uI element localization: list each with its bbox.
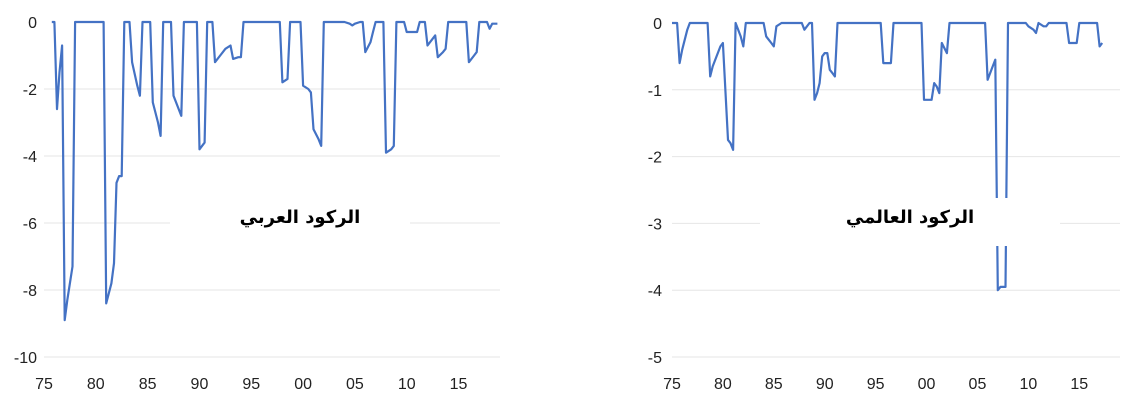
x-tick-label-90: 90 xyxy=(191,376,209,393)
chart-title: الركود العربي xyxy=(240,207,361,228)
x-tick-label-05: 05 xyxy=(969,376,987,393)
y-tick-label-5: -5 xyxy=(648,350,662,367)
x-tick-label-00: 00 xyxy=(918,376,936,393)
x-tick-label-90: 90 xyxy=(816,376,834,393)
x-tick-label-80: 80 xyxy=(714,376,732,393)
series-line-0 xyxy=(672,21,1104,292)
y-tick-label-4: -8 xyxy=(23,283,37,300)
y-tick-label-5: -10 xyxy=(14,350,37,367)
x-tick-label-10: 10 xyxy=(1019,376,1037,393)
arab-recession-chart: 0 -2 -4 -6 -8 -10 75 80 85 90 95 00 05 10 15 الركود الع… xyxy=(14,15,500,393)
global-recession-chart: 0 -1 -2 -3 -4 -575 80 85 90 95 00 05 10 15 الركود العا… xyxy=(648,16,1120,393)
chart-title: الركود العالمي xyxy=(846,207,974,228)
x-tick-label-95: 95 xyxy=(867,376,885,393)
x-tick-label-80: 80 xyxy=(87,376,105,393)
y-tick-label-4: -4 xyxy=(648,283,662,300)
y-tick-label-2: -4 xyxy=(23,149,37,166)
x-tick-label-75: 75 xyxy=(663,376,681,393)
y-tick-label-3: -6 xyxy=(23,216,37,233)
x-tick-label-10: 10 xyxy=(398,376,416,393)
chart-title-backing xyxy=(170,198,410,246)
y-tick-label-0: 0 xyxy=(28,15,37,32)
x-tick-label-00: 00 xyxy=(294,376,312,393)
y-tick-label-1: -1 xyxy=(648,83,662,100)
x-tick-label-85: 85 xyxy=(139,376,157,393)
x-tick-label-85: 85 xyxy=(765,376,783,393)
x-tick-label-15: 15 xyxy=(450,376,468,393)
y-tick-label-3: -3 xyxy=(648,216,662,233)
y-tick-label-2: -2 xyxy=(648,150,662,167)
x-tick-label-15: 15 xyxy=(1070,376,1088,393)
chart-title-backing xyxy=(760,198,1060,246)
series-line-0 xyxy=(51,20,498,322)
x-tick-label-75: 75 xyxy=(35,376,53,393)
x-tick-label-05: 05 xyxy=(346,376,364,393)
x-tick-label-95: 95 xyxy=(242,376,260,393)
y-tick-label-0: 0 xyxy=(653,16,662,33)
y-tick-label-1: -2 xyxy=(23,82,37,99)
